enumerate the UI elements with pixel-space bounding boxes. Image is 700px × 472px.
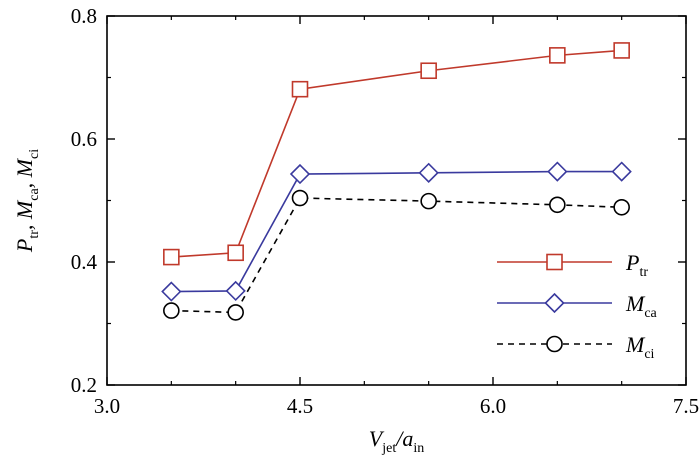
y-axis-title-group: Ptr, Mca, Mci xyxy=(12,149,42,253)
data-point-circle xyxy=(227,304,244,321)
data-point-square xyxy=(420,62,437,80)
data-point-square xyxy=(549,47,566,64)
series-ptr xyxy=(163,42,630,266)
data-point-square xyxy=(163,248,180,266)
series-line xyxy=(171,197,622,314)
y-axis-title: Ptr, Mca, Mci xyxy=(12,149,42,253)
x-tick-label: 3.0 xyxy=(94,394,120,418)
x-tick-label: 6.0 xyxy=(480,394,506,418)
series-mci xyxy=(163,189,630,321)
y-tick-label: 0.6 xyxy=(71,127,97,151)
legend-marker xyxy=(546,335,563,353)
data-point-circle xyxy=(163,302,180,319)
legend-item: Mca xyxy=(497,291,658,321)
data-point-diamond xyxy=(611,161,632,182)
data-point-diamond xyxy=(225,280,246,302)
legend-item: Mci xyxy=(497,332,655,362)
data-point-circle xyxy=(613,198,630,216)
data-point-diamond xyxy=(161,281,182,302)
data-point-square xyxy=(227,244,244,262)
legend-label: Mca xyxy=(625,291,658,321)
data-point-diamond xyxy=(547,161,568,182)
legend-marker xyxy=(546,253,563,271)
data-point-diamond xyxy=(418,162,439,183)
data-point-diamond xyxy=(289,163,311,185)
legend-marker xyxy=(544,292,565,314)
series-line xyxy=(171,170,622,293)
data-point-circle xyxy=(549,196,566,214)
y-tick-label: 0.4 xyxy=(71,250,98,274)
series-mca xyxy=(161,161,632,302)
data-point-square xyxy=(613,42,630,59)
x-tick-label: 4.5 xyxy=(287,394,313,418)
data-point-circle xyxy=(420,192,437,210)
y-tick-label: 0.8 xyxy=(71,4,97,28)
plot-frame xyxy=(106,15,687,386)
series-line xyxy=(171,49,622,258)
legend-item: Ptr xyxy=(497,250,648,280)
x-tick-label: 7.5 xyxy=(673,394,699,418)
legend-label: Mci xyxy=(625,332,655,362)
x-axis-title: Vjet/ain xyxy=(369,426,424,456)
data-point-circle xyxy=(291,189,309,207)
data-point-square xyxy=(291,80,309,98)
y-tick-label: 0.2 xyxy=(71,373,97,397)
legend-label: Ptr xyxy=(625,250,648,280)
